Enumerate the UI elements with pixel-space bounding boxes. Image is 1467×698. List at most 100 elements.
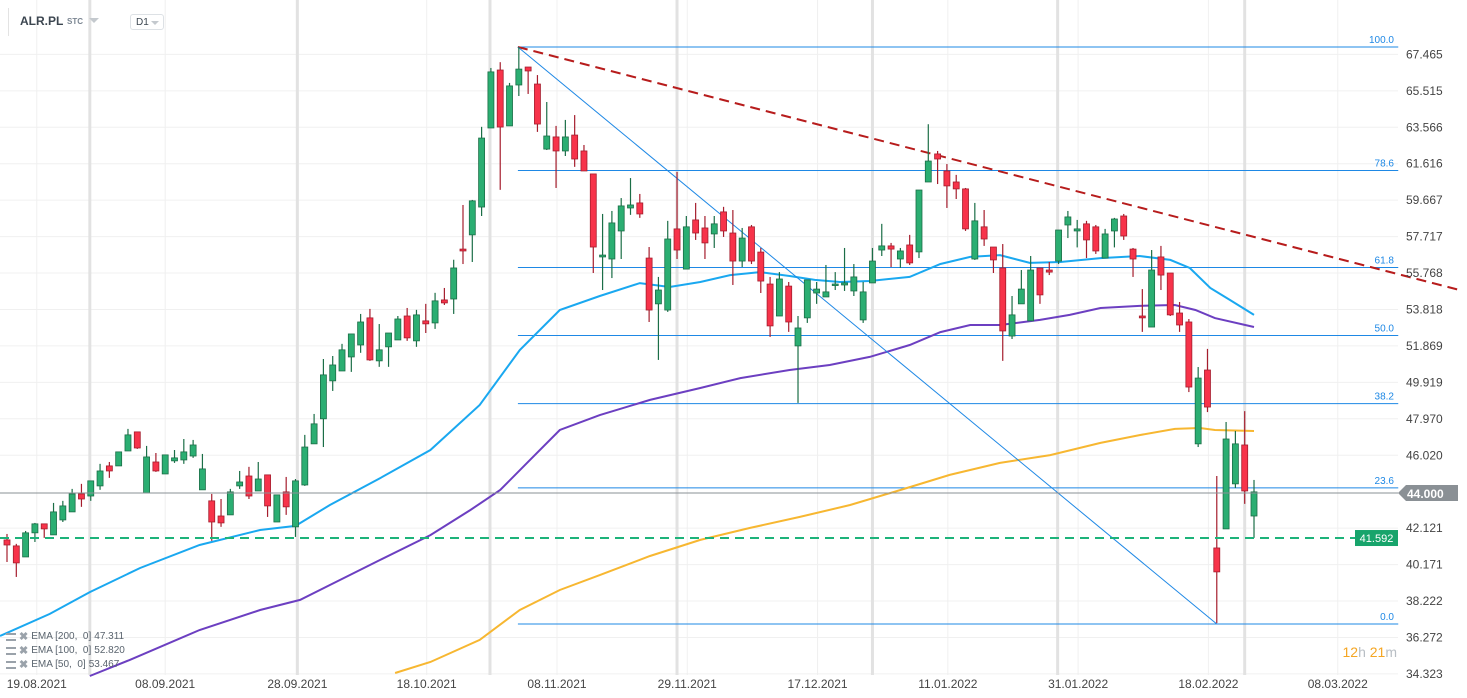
price-axis-label: 51.869: [1406, 339, 1443, 353]
candle-body: [87, 480, 95, 497]
candle-body: [292, 480, 299, 528]
candle-body: [636, 202, 644, 215]
bullish-candle: [1055, 229, 1062, 265]
candle-body: [59, 505, 67, 521]
legend-item-ema100[interactable]: ✖ EMA [100, 0] 52.820: [6, 644, 125, 658]
bullish-candle: [896, 247, 904, 268]
price-axis-label: 34.323: [1406, 667, 1443, 681]
bullish-candle: [273, 494, 281, 523]
time-axis-label: 08.09.2021: [135, 677, 195, 691]
time-axis-label: 29.11.2021: [658, 677, 717, 691]
bullish-candle: [822, 264, 830, 298]
fib-level-label: 38.2: [1375, 392, 1395, 403]
candle-body: [617, 205, 625, 232]
bullish-candle: [971, 202, 979, 260]
remove-icon[interactable]: ✖: [19, 631, 29, 643]
candle-body: [766, 283, 774, 327]
remove-icon[interactable]: ✖: [19, 645, 29, 657]
candle-body: [329, 364, 337, 382]
legend-value: 47.311: [94, 631, 125, 642]
bullish-candle: [301, 434, 309, 486]
trendlines[interactable]: [517, 46, 1460, 625]
candle-body: [1120, 215, 1128, 237]
indicator-legend: ✖ EMA [200, 0] 47.311 ✖ EMA [100, 0] 52.820 …: [6, 630, 125, 672]
ema-lines: [0, 254, 1255, 677]
bullish-candle: [710, 216, 718, 248]
bearish-candle: [701, 216, 709, 259]
legend-label: EMA [50, 0]: [31, 659, 86, 670]
bearish-candle: [1185, 318, 1193, 393]
candle-body: [124, 434, 132, 452]
bearish-candle: [962, 187, 969, 231]
candle-body: [831, 283, 839, 286]
fibonacci-retracement[interactable]: 100.0 78.6 61.8 50.0 38.2 23.6 0.0: [517, 35, 1399, 625]
price-lines: 41.592 44.000: [0, 485, 1458, 547]
candle-body: [152, 461, 160, 472]
symbol-dropdown-chevron-icon[interactable]: [89, 18, 99, 23]
bearish-candle: [245, 466, 253, 499]
bullish-candle: [199, 453, 206, 491]
remove-icon[interactable]: ✖: [19, 659, 29, 671]
candle-body: [273, 494, 281, 523]
market-label: STC: [67, 17, 83, 26]
candle-body: [385, 332, 392, 348]
candle-body: [608, 222, 616, 260]
legend-item-ema200[interactable]: ✖ EMA [200, 0] 47.311: [6, 630, 125, 644]
bullish-candle: [878, 223, 886, 256]
candle-body: [1194, 377, 1202, 445]
bullish-candle: [329, 356, 337, 391]
price-axis-label: 36.272: [1406, 630, 1443, 644]
candle-body: [366, 317, 374, 361]
bearish-candle: [133, 431, 141, 449]
bullish-candle: [1017, 270, 1025, 305]
bearish-candle: [1204, 348, 1211, 413]
candle-body: [496, 69, 504, 128]
timeframe-select[interactable]: D1: [130, 14, 164, 30]
bearish-candle: [636, 193, 644, 218]
bullish-candle: [22, 530, 30, 558]
settings-icon[interactable]: [6, 647, 16, 655]
bearish-candle: [729, 210, 737, 285]
bearish-candle: [1083, 220, 1090, 259]
bearish-candle: [524, 66, 532, 94]
candle-body: [794, 327, 802, 347]
bullish-candle: [915, 189, 923, 259]
bullish-candle: [869, 247, 876, 284]
axes: 67.465 65.515 63.566 61.616 59.667 57.717 55.7…: [7, 47, 1443, 691]
bearish-candle: [1213, 476, 1221, 624]
candle-body: [217, 515, 225, 524]
candle-body: [692, 219, 700, 234]
fib-level-label: 100.0: [1369, 35, 1394, 46]
settings-icon[interactable]: [6, 633, 16, 641]
bullish-candle: [124, 428, 132, 452]
candle-body: [943, 170, 951, 187]
candle-body: [813, 288, 821, 294]
candle-body: [1204, 369, 1211, 408]
time-axis-label: 08.11.2021: [527, 677, 586, 691]
bullish-candle: [627, 178, 634, 215]
candle-body: [980, 226, 988, 240]
bearish-candle: [589, 173, 597, 274]
bearish-candle: [952, 174, 960, 199]
diagonal-trendline[interactable]: [517, 46, 1218, 625]
bearish-candle: [1129, 247, 1137, 277]
symbol-name[interactable]: ALR.PL: [20, 14, 64, 28]
candle-body: [347, 333, 355, 358]
candle-body: [841, 282, 848, 286]
candle-body: [1045, 269, 1053, 273]
candle-body: [1027, 269, 1035, 322]
bullish-candle: [115, 451, 123, 467]
bearish-candle: [208, 493, 216, 541]
legend-item-ema50[interactable]: ✖ EMA [50, 0] 53.467: [6, 658, 125, 672]
timer-hours-unit: h: [1358, 644, 1366, 660]
candle-body: [645, 257, 653, 311]
price-axis-label: 57.717: [1406, 230, 1443, 244]
candle-body: [1166, 272, 1174, 316]
settings-icon[interactable]: [6, 661, 16, 669]
candle-body: [133, 431, 141, 449]
candle-body: [413, 314, 420, 342]
resistance-trendline[interactable]: [517, 46, 1460, 291]
candle-body: [506, 85, 513, 127]
candle-body: [1036, 267, 1044, 296]
